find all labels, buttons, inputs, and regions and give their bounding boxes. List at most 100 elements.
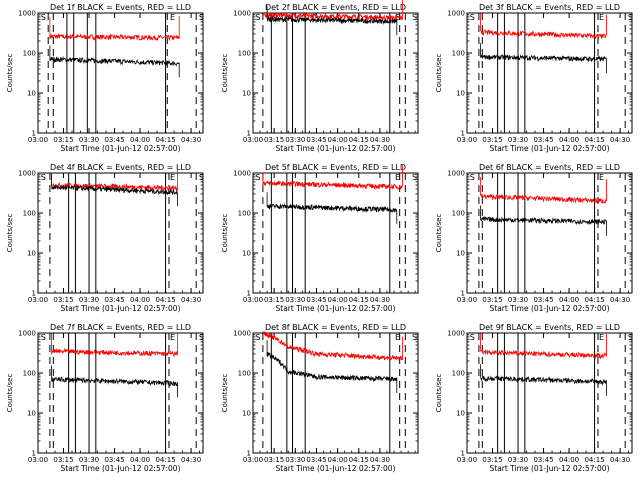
x-tick-label: 03:30 (79, 296, 99, 304)
y-tick-label: 100 (452, 210, 465, 218)
x-tick-label: 03:00 (28, 136, 48, 144)
lld-series-line (480, 13, 607, 40)
y-axis-label: Counts/sec (435, 374, 443, 413)
y-tick-label: 100 (23, 50, 36, 58)
lld-series-line (51, 332, 178, 358)
phase-marker-label: E (170, 13, 175, 22)
lld-series-line (480, 177, 607, 205)
y-axis-label: Counts/sec (435, 214, 443, 253)
y-tick-label: 1000 (233, 10, 251, 18)
plot-frame (466, 172, 633, 294)
y-tick-label: 1 (461, 290, 465, 298)
x-tick-label: 04:30 (610, 296, 630, 304)
plot-frame (252, 12, 419, 134)
x-tick-label: 03:00 (243, 456, 263, 464)
events-series-line (266, 192, 398, 224)
x-tick-label: 03:00 (457, 296, 477, 304)
x-tick-label: 03:00 (28, 296, 48, 304)
y-tick-label: 1000 (447, 10, 465, 18)
events-series-line (266, 340, 398, 394)
chart-panel-2: Det 2f BLACK = Events, RED = LLD 1 10 100 10… (221, 0, 419, 153)
x-tick-label: 03:45 (104, 136, 124, 144)
y-tick-label: 100 (452, 370, 465, 378)
lld-series-line (49, 16, 180, 42)
y-tick-label: 1 (247, 290, 251, 298)
events-series-line (51, 173, 178, 207)
chart-panel-6: Det 6f BLACK = Events, RED = LLD 1 10 100 10… (435, 163, 633, 313)
x-tick-label: 04:30 (181, 456, 201, 464)
chart-panel-9: Det 9f BLACK = Events, RED = LLD 1 10 100 10… (435, 323, 633, 473)
plot-frame (252, 332, 419, 454)
y-tick-label: 1000 (18, 330, 36, 338)
y-tick-label: 10 (27, 250, 36, 258)
lld-series-line (262, 331, 403, 362)
plot-frame (252, 172, 419, 294)
y-tick-label: 100 (23, 370, 36, 378)
chart-panel-7: Det 7f BLACK = Events, RED = LLD 1 10 100 10… (6, 323, 204, 473)
x-tick-label: 04:00 (130, 296, 150, 304)
x-tick-label: 04:15 (349, 456, 369, 464)
y-tick-label: 10 (242, 410, 251, 418)
chart-title: Det 2f BLACK = Events, RED = LLD (265, 3, 406, 12)
phase-marker-label: S (470, 333, 475, 342)
events-series-line (51, 365, 178, 398)
x-axis-label: Start Time (01-Jun-12 02:57:00) (490, 304, 610, 313)
phase-marker-label: E (599, 13, 604, 22)
lld-series-line (480, 333, 607, 360)
y-tick-label: 100 (23, 210, 36, 218)
plot-frame (37, 172, 204, 294)
chart-title: Det 3f BLACK = Events, RED = LLD (479, 3, 620, 12)
x-tick-label: 03:30 (79, 136, 99, 144)
x-tick-label: 03:00 (457, 456, 477, 464)
phase-marker-label: S (255, 333, 260, 342)
x-tick-label: 03:45 (306, 136, 326, 144)
x-tick-label: 04:00 (130, 456, 150, 464)
x-tick-label: 03:45 (533, 456, 553, 464)
y-tick-label: 1 (247, 450, 251, 458)
y-tick-label: 1 (32, 130, 36, 138)
x-tick-label: 04:15 (155, 456, 175, 464)
x-tick-label: 03:15 (264, 456, 284, 464)
phase-marker-label: S (199, 173, 204, 182)
x-tick-label: 04:30 (370, 136, 390, 144)
y-tick-label: 1 (461, 450, 465, 458)
y-tick-label: 100 (238, 210, 251, 218)
chart-panel-5: Det 5f BLACK = Events, RED = LLD 1 10 100 10… (221, 163, 419, 313)
phase-marker-label: S (199, 333, 204, 342)
x-axis-label: Start Time (01-Jun-12 02:57:00) (490, 144, 610, 153)
y-tick-label: 1000 (18, 170, 36, 178)
y-tick-label: 10 (456, 250, 465, 258)
x-tick-label: 04:00 (328, 456, 348, 464)
phase-marker-label: S (255, 173, 260, 182)
x-tick-label: 03:45 (533, 296, 553, 304)
x-tick-label: 04:00 (130, 136, 150, 144)
x-tick-label: 03:15 (482, 296, 502, 304)
events-series-line (480, 364, 607, 396)
chart-panel-1: Det 1f BLACK = Events, RED = LLD 1 10 100 10… (6, 3, 204, 153)
y-axis-label: Counts/sec (221, 374, 229, 413)
phase-marker-label: S (41, 333, 46, 342)
x-tick-label: 04:00 (559, 456, 579, 464)
phase-marker-label: E (599, 173, 604, 182)
y-tick-label: 10 (456, 90, 465, 98)
x-tick-label: 03:15 (53, 296, 73, 304)
y-tick-label: 10 (456, 410, 465, 418)
chart-title: Det 8f BLACK = Events, RED = LLD (265, 323, 406, 332)
y-axis-label: Counts/sec (6, 214, 14, 253)
x-tick-label: 03:00 (243, 296, 263, 304)
x-tick-label: 04:15 (584, 456, 604, 464)
events-series-line (49, 45, 180, 78)
y-tick-label: 10 (242, 90, 251, 98)
x-tick-label: 04:30 (370, 456, 390, 464)
x-tick-label: 03:30 (508, 296, 528, 304)
phase-marker-label: S (412, 13, 417, 22)
y-axis-label: Counts/sec (221, 54, 229, 93)
y-tick-label: 100 (238, 50, 251, 58)
y-tick-label: 1 (32, 290, 36, 298)
y-axis-label: Counts/sec (6, 54, 14, 93)
phase-marker-label: S (628, 333, 633, 342)
chart-panel-3: Det 3f BLACK = Events, RED = LLD 1 10 100 10… (435, 3, 633, 153)
x-tick-label: 03:15 (482, 136, 502, 144)
y-axis-label: Counts/sec (6, 374, 14, 413)
